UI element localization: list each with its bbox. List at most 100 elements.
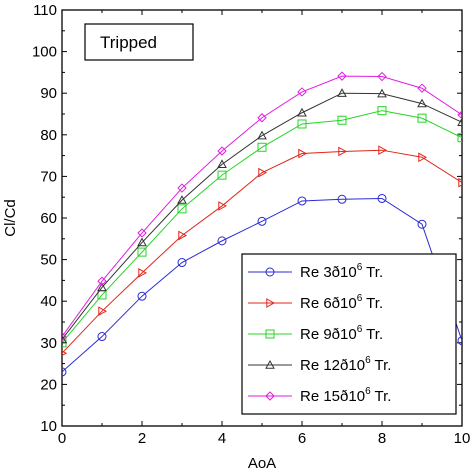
data-point [297, 87, 307, 97]
data-point [417, 83, 427, 93]
data-point [217, 170, 227, 180]
y-tick-label: 100 [32, 44, 57, 61]
data-point [257, 142, 267, 152]
y-tick-label: 60 [40, 210, 57, 227]
annotation-text: Tripped [100, 33, 157, 52]
legend-item: Re 6ð106 Tr. [248, 293, 383, 312]
y-tick-label: 110 [33, 2, 57, 19]
data-point [137, 237, 147, 247]
axis-ticks: 10 20 30 40 50 60 70 80 90 100 110 0 2 4 6 8 10 [32, 2, 470, 447]
data-point [417, 113, 427, 123]
data-point [417, 98, 427, 108]
y-tick-label: 70 [40, 168, 57, 185]
y-tick-label: 10 [40, 418, 57, 435]
data-point [297, 107, 307, 117]
data-point [458, 177, 462, 188]
legend-item: Re 3ð106 Tr. [248, 262, 383, 281]
series-line [62, 110, 462, 344]
data-point [217, 236, 227, 246]
series-5 [62, 71, 462, 342]
data-point [97, 282, 107, 292]
legend: Re 3ð106 Tr. Re 6ð106 Tr. Re 9ð106 Tr. Re 1… [241, 253, 457, 415]
data-point [62, 350, 68, 356]
annotation-box: Tripped [84, 23, 194, 61]
data-point [137, 247, 147, 257]
y-tick-label: 90 [40, 85, 57, 102]
data-point [62, 331, 67, 342]
data-point [177, 195, 187, 204]
data-point [257, 216, 267, 226]
data-point [258, 167, 268, 178]
legend-label: Re 6ð106 Tr. [300, 293, 383, 312]
x-tick-label: 8 [378, 430, 386, 447]
data-point [137, 228, 147, 238]
data-point [62, 367, 67, 377]
data-point [457, 110, 462, 120]
series-layer [62, 71, 462, 377]
x-axis-label: AoA [248, 455, 276, 472]
legend-label: Re 12ð106 Tr. [300, 355, 391, 374]
legend-label: Re 9ð106 Tr. [300, 324, 383, 343]
data-point [257, 130, 267, 140]
legend-item: Re 12ð106 Tr. [248, 355, 391, 374]
data-point [418, 152, 428, 163]
data-point [337, 71, 347, 81]
data-point [138, 268, 148, 278]
legend-label: Re 15ð106 Tr. [300, 386, 391, 405]
data-point [338, 146, 348, 157]
data-point [257, 113, 267, 123]
data-point [457, 117, 462, 127]
legend-label: Re 3ð106 Tr. [300, 262, 383, 281]
x-tick-label: 2 [138, 430, 146, 447]
data-point [177, 258, 187, 268]
legend-marker [265, 359, 275, 369]
data-point [337, 194, 347, 204]
data-point [337, 88, 347, 97]
data-point [298, 148, 308, 159]
series-line [62, 197, 462, 373]
legend-marker [266, 298, 276, 308]
data-point [178, 230, 188, 241]
data-point [337, 115, 347, 125]
data-point [297, 196, 307, 206]
data-point [377, 88, 387, 98]
data-point [377, 193, 387, 203]
y-tick-label: 80 [40, 127, 57, 144]
data-point [97, 276, 107, 286]
data-point [417, 219, 427, 229]
y-tick-label: 50 [40, 252, 57, 269]
data-point [217, 159, 227, 169]
x-tick-label: 4 [218, 430, 226, 447]
data-point [457, 133, 462, 143]
data-point [177, 204, 187, 214]
series-1 [62, 193, 462, 377]
y-axis-label: Cl/Cd [2, 199, 19, 237]
y-tick-label: 20 [40, 376, 57, 393]
data-point [137, 291, 147, 301]
data-point [97, 332, 107, 342]
y-tick-label: 30 [40, 335, 57, 352]
legend-item: Re 15ð106 Tr. [248, 386, 391, 405]
data-point [377, 71, 387, 82]
legend-marker [265, 329, 275, 339]
x-tick-label: 0 [58, 430, 66, 447]
y-tick-label: 40 [40, 293, 57, 310]
legend-marker [265, 391, 275, 401]
data-point [457, 336, 462, 346]
data-point [177, 183, 187, 193]
legend-marker [265, 267, 275, 277]
data-point [297, 119, 307, 129]
data-point [377, 106, 387, 116]
series-2 [62, 145, 462, 356]
data-point [98, 306, 108, 317]
x-tick-label: 6 [298, 430, 306, 447]
data-point [218, 201, 228, 211]
data-point [217, 146, 227, 156]
legend-item: Re 9ð106 Tr. [248, 324, 383, 343]
series-line [62, 149, 462, 354]
x-tick-label: 10 [454, 430, 471, 447]
data-point [378, 145, 388, 156]
series-line [62, 75, 462, 337]
series-line [62, 92, 462, 340]
